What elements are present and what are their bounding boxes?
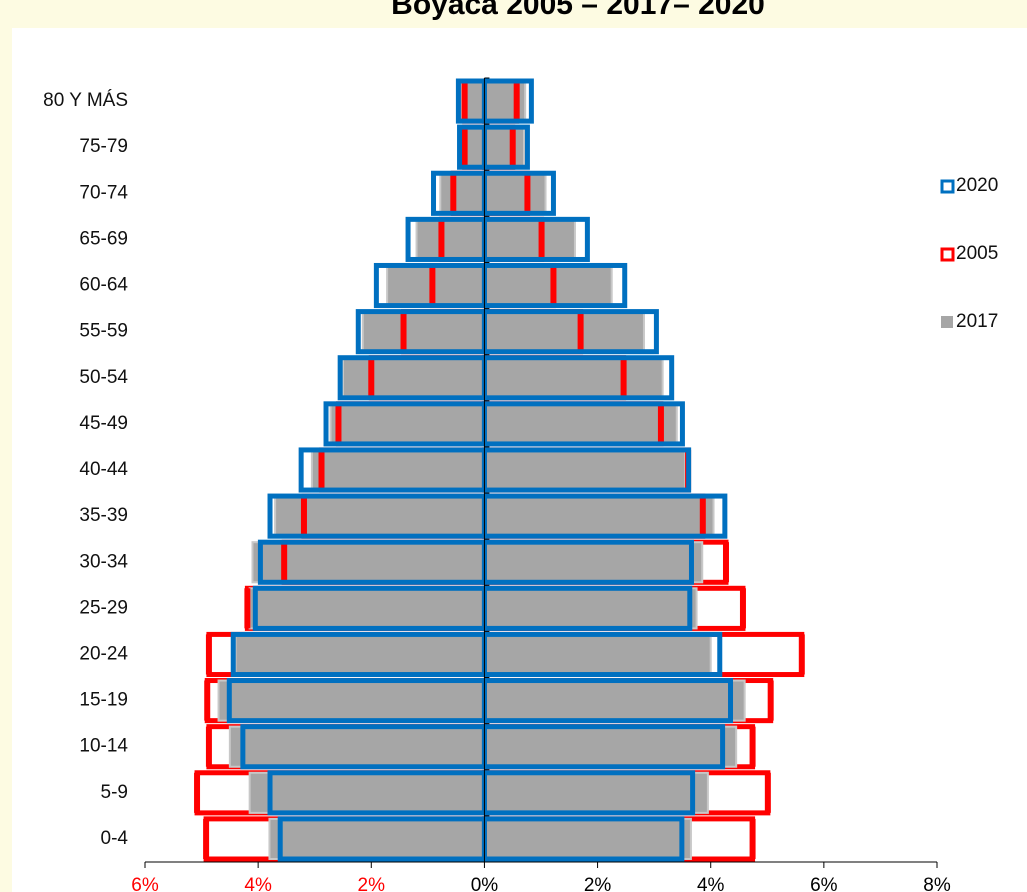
bar [483,817,692,860]
chart-title: Boyacá 2005 – 2017– 2020 [391,0,765,21]
bar [483,679,746,722]
y-category-label: 55-59 [79,321,128,342]
legend-swatch [940,179,955,194]
bar [234,633,486,676]
y-category-label: 20-24 [79,643,128,664]
bar [217,679,486,722]
y-category-label: 40-44 [79,459,128,480]
legend-swatch [940,247,955,262]
bar [415,218,486,261]
x-tick-label: 0% [471,875,499,892]
bar [251,541,486,584]
bar [483,587,698,630]
bar [439,172,486,215]
bar [329,402,486,445]
y-category-label: 60-64 [79,275,128,296]
y-category-label: 10-14 [79,736,128,757]
bar [483,771,709,814]
bar [342,356,486,399]
bar [483,633,712,676]
bar [386,264,486,307]
bar [248,587,486,630]
y-category-label: 0-4 [101,828,129,849]
x-tick-label: 2% [358,875,386,892]
y-category-label: 25-29 [79,597,128,618]
legend-swatch [941,316,953,328]
y-category-label: 5-9 [101,782,128,803]
x-tick-label: 6% [131,875,159,892]
bar [483,126,526,169]
y-category-label: 75-79 [79,136,128,157]
bar [268,817,486,860]
bar [483,448,687,492]
x-tick-label: 2% [584,875,612,892]
bar [361,310,486,353]
bar [483,172,547,215]
bar [483,310,645,353]
bar [228,725,486,768]
y-category-label: 45-49 [79,413,128,434]
bar [483,495,715,538]
y-category-label: 50-54 [79,367,128,388]
x-tick-label: 4% [244,875,272,892]
x-tick-label: 4% [697,875,725,892]
y-category-label: 30-34 [79,551,128,572]
y-category-label: 35-39 [79,505,128,526]
bar [483,541,704,584]
x-tick-label: 6% [810,875,838,892]
bar [483,402,678,445]
bar [483,218,576,261]
legend-label: 2005 [956,243,998,264]
bar [310,448,486,492]
y-category-label: 80 Y MÁS [43,90,128,111]
y-category-label: 70-74 [79,182,128,203]
y-category-label: 65-69 [79,228,128,249]
bar [248,771,486,814]
bar [483,356,664,399]
y-category-label: 15-19 [79,690,128,711]
legend-label: 2020 [956,175,998,196]
x-tick-label: 8% [923,875,951,892]
legend-label: 2017 [956,311,998,332]
bar [483,264,613,307]
bar [483,725,738,768]
